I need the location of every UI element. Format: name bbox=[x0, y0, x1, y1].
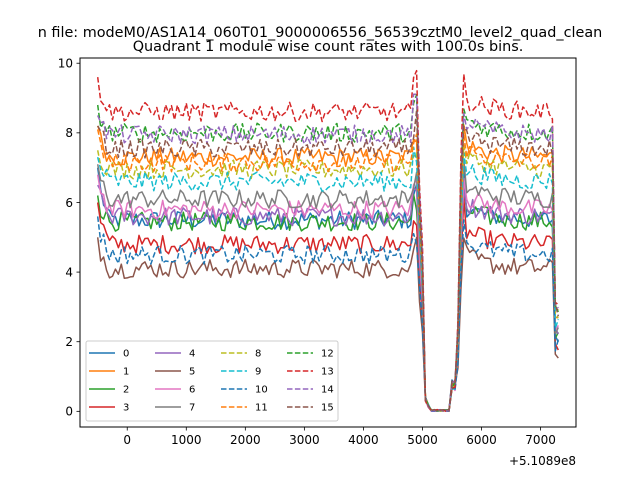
legend-label-5: 5 bbox=[189, 367, 195, 378]
y-tick-label: 6 bbox=[65, 196, 73, 210]
chart-suptitle: n file: modeM0/AS1A14_060T01_9000006556_… bbox=[38, 25, 603, 41]
legend-label-13: 13 bbox=[321, 367, 334, 378]
y-tick-label: 2 bbox=[65, 335, 73, 349]
y-tick-label: 0 bbox=[65, 405, 73, 419]
series-8-line bbox=[96, 144, 559, 412]
x-tick-label: 2000 bbox=[230, 433, 261, 447]
legend-label-1: 1 bbox=[123, 367, 129, 378]
x-tick-label: 7000 bbox=[525, 433, 556, 447]
legend-label-14: 14 bbox=[321, 385, 334, 396]
chart-title: Quadrant 1 module wise count rates with … bbox=[133, 39, 524, 55]
x-tick-label: 4000 bbox=[348, 433, 379, 447]
series-15-line bbox=[97, 109, 560, 412]
x-tick-label: 5000 bbox=[407, 433, 438, 447]
series-10-line bbox=[96, 216, 560, 413]
legend-label-9: 9 bbox=[255, 367, 261, 378]
legend-label-4: 4 bbox=[189, 349, 195, 360]
series-14-line bbox=[97, 93, 559, 412]
series-4-line bbox=[97, 184, 559, 412]
y-tick-label: 4 bbox=[65, 265, 73, 279]
legend-label-11: 11 bbox=[255, 403, 268, 414]
legend-label-6: 6 bbox=[189, 385, 195, 396]
x-tick-label: 0 bbox=[123, 433, 131, 447]
legend-label-0: 0 bbox=[123, 349, 129, 360]
legend-label-2: 2 bbox=[123, 385, 129, 396]
y-tick-label: 8 bbox=[65, 126, 73, 140]
series-12-line bbox=[96, 93, 559, 412]
series-9-line bbox=[96, 146, 560, 412]
series-3-line bbox=[96, 197, 559, 413]
y-axis: 0 2 4 6 8 10 bbox=[58, 57, 80, 419]
legend-label-7: 7 bbox=[189, 403, 195, 414]
series-layer bbox=[96, 69, 560, 413]
x-axis: 0 1000 2000 3000 4000 5000 6000 7000 bbox=[123, 427, 556, 447]
series-11-line bbox=[96, 129, 559, 412]
legend-label-3: 3 bbox=[123, 403, 129, 414]
x-offset-label: +5.1089e8 bbox=[509, 454, 576, 468]
x-tick-label: 3000 bbox=[289, 433, 320, 447]
legend-label-15: 15 bbox=[321, 403, 334, 414]
legend-label-10: 10 bbox=[255, 385, 268, 396]
y-tick-label: 10 bbox=[58, 57, 73, 71]
series-13-line bbox=[96, 69, 559, 412]
series-1-line bbox=[97, 124, 559, 413]
legend-label-8: 8 bbox=[255, 349, 261, 360]
series-6-line bbox=[96, 174, 559, 413]
legend-label-12: 12 bbox=[321, 349, 334, 360]
legend-box bbox=[85, 340, 339, 422]
x-tick-label: 6000 bbox=[466, 433, 497, 447]
x-tick-label: 1000 bbox=[171, 433, 202, 447]
series-7-line bbox=[96, 158, 559, 412]
plot-frame bbox=[79, 57, 577, 428]
